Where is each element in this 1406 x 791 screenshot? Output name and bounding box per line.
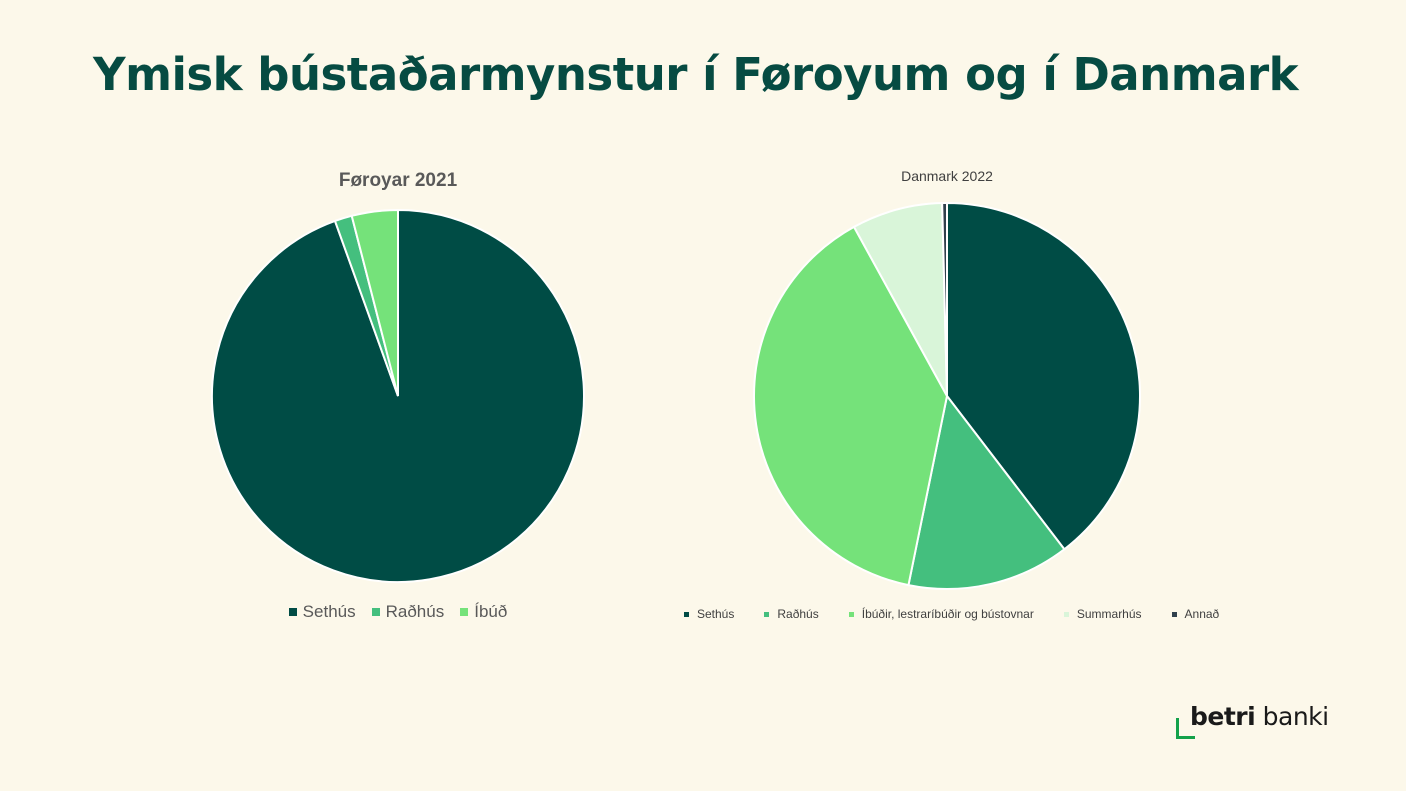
legend-item-anna: Annað: [1171, 607, 1220, 621]
legend-swatch: [460, 608, 469, 616]
legend-label: Raðhús: [777, 607, 819, 621]
legend-item-ibu: Íbúð: [460, 602, 507, 622]
logo-text: betri banki: [1190, 702, 1329, 731]
legend-label: Íbúð: [474, 602, 508, 621]
legend-label: Summarhús: [1076, 607, 1142, 621]
slide-title: Ymisk bústaðarmynstur í Føroyum og í Dan…: [93, 48, 1299, 101]
legend-foroyar: Sethús Raðhús Íbúð: [198, 602, 598, 622]
legend-label: Sethús: [302, 602, 356, 621]
legend-swatch: [848, 611, 854, 617]
pie-slice-danmark-ibu-ir-lestraribu-ir-og-bustovnar: [753, 225, 949, 587]
legend-swatch: [764, 611, 770, 617]
legend-label: Íbúðir, lestraríbúðir og bústovnar: [861, 607, 1034, 621]
legend-danmark: Sethús Raðhús Íbúðir, lestraríbúðir og bús…: [684, 607, 1219, 621]
betri-banki-logo: betri banki: [1176, 702, 1329, 742]
logo-bracket-icon: [1176, 718, 1195, 739]
legend-label: Annað: [1184, 607, 1220, 621]
logo-text-light: banki: [1255, 702, 1329, 731]
legend-item-ibu-ir-lestraribu-ir-og-bustovnar: Íbúðir, lestraríbúðir og bústovnar: [848, 607, 1034, 621]
legend-item-ra-hus: Raðhús: [371, 602, 445, 622]
legend-label: Sethús: [697, 607, 735, 621]
legend-item-sethus: Sethús: [684, 607, 734, 621]
pie-slice-danmark-sethus: [946, 201, 1141, 551]
chart-title-foroyar: Føroyar 2021: [338, 170, 458, 191]
legend-swatch: [1063, 611, 1069, 617]
legend-item-ra-hus: Raðhús: [764, 607, 819, 621]
legend-item-summarhus: Summarhús: [1063, 607, 1142, 621]
pie-slice-danmark-ra-hus: [907, 393, 1066, 590]
legend-swatch: [1171, 611, 1177, 617]
pie-slice-foroyar-ibu: [350, 208, 399, 397]
legend-swatch: [288, 608, 297, 616]
chart-title-danmark: Danmark 2022: [901, 168, 993, 184]
legend-label: Raðhús: [385, 602, 445, 621]
legend-swatch: [371, 608, 380, 616]
legend-item-sethus: Sethús: [288, 602, 356, 622]
logo-text-bold: betri: [1190, 702, 1256, 731]
legend-swatch: [684, 611, 689, 617]
pie-slice-danmark-anna: [941, 201, 948, 397]
